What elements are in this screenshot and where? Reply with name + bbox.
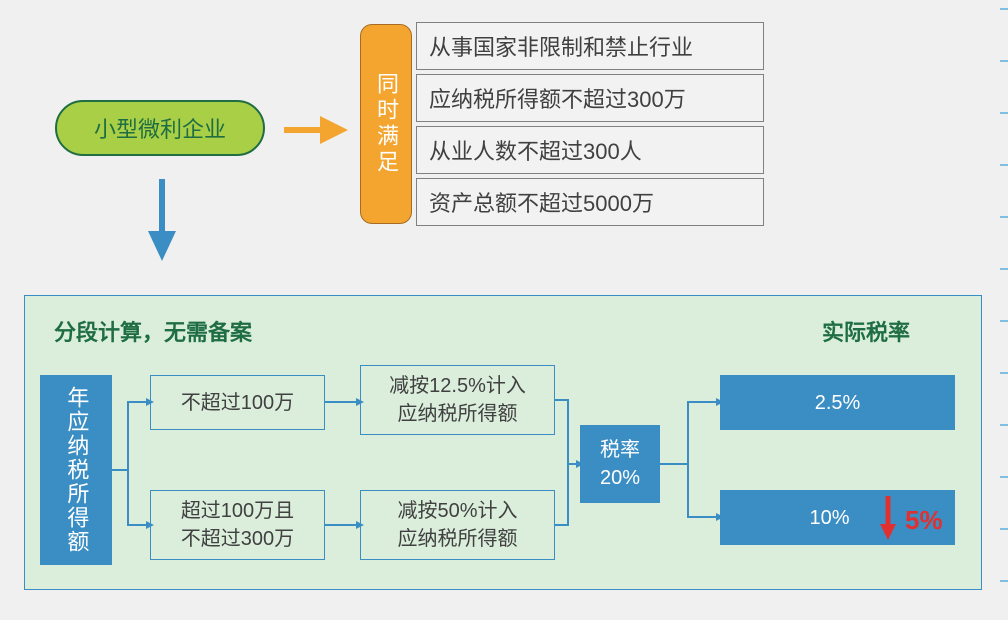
connectors: [0, 0, 1008, 620]
side-marks: [1000, 0, 1008, 620]
